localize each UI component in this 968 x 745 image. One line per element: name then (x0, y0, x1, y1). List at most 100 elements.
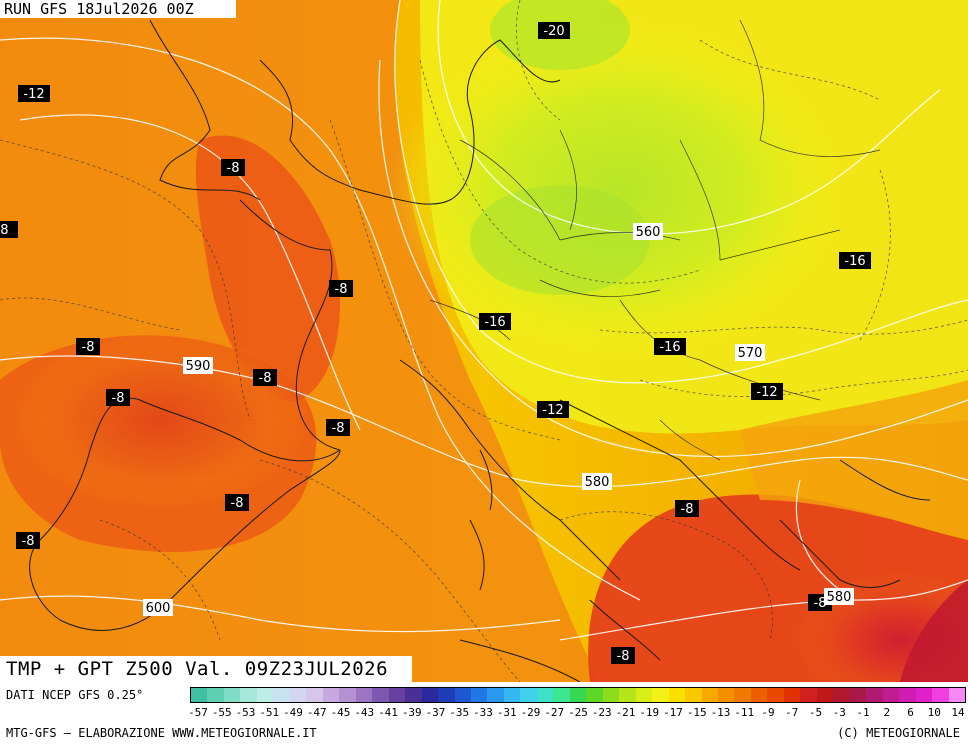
color-scale-tick: -11 (734, 706, 755, 719)
temperature-label: -8 (225, 494, 249, 511)
color-scale-swatch (882, 688, 900, 702)
temperature-label: -12 (537, 401, 569, 418)
temperature-label-box (538, 22, 570, 39)
credit-right: (C) METEOGIORNALE (837, 726, 960, 740)
color-scale-tick: -13 (710, 706, 731, 719)
geopotential-label-box (143, 599, 173, 616)
color-scale-ticks: -57 -55 -53 -51 -49 -47 -45 -43 -41 -39 -37 -35 -33-… (188, 706, 966, 720)
temperature-label-text: -12 (23, 87, 44, 102)
color-scale-tick: -55 (211, 706, 232, 719)
color-scale-swatch (470, 688, 488, 702)
color-scale-swatch (586, 688, 603, 702)
temperature-label: -20 (538, 22, 570, 39)
color-scale-swatch (256, 688, 274, 702)
geopotential-label-text: 560 (636, 225, 661, 240)
temperature-label-text: -12 (756, 385, 777, 400)
temperature-label: -8 (106, 389, 130, 406)
field-cold-core (390, 20, 850, 360)
temperature-label-text: -12 (542, 403, 563, 418)
temperature-label: -8 (16, 532, 40, 549)
color-scale-swatch (454, 688, 471, 702)
temperature-labels: -20-12-8-2-8-8-8-8-8-8-8-8-16-16-16-12-1… (0, 22, 871, 664)
temperature-label-box (537, 401, 569, 418)
color-scale-tick: -49 (283, 706, 303, 719)
color-scale-swatch (289, 688, 307, 702)
color-scale-tick: -39 (401, 706, 422, 719)
geopotential-label-box (633, 223, 663, 240)
color-scale-swatch (701, 688, 718, 702)
color-scale-swatch (421, 688, 439, 702)
temperature-label: -8 (221, 159, 245, 176)
color-scale-tick: 10 (927, 706, 941, 719)
color-scale-tick: -5 (808, 706, 823, 719)
color-scale-swatch (191, 688, 208, 702)
color-scale-swatch (899, 688, 916, 702)
weather-map: -20-12-8-2-8-8-8-8-8-8-8-8-16-16-16-12-1… (0, 0, 968, 682)
geopotential-label: 560 (633, 223, 663, 240)
temperature-label-text: -8 (112, 391, 125, 406)
geopotential-labels: 560 570 590 580 600 580 (143, 223, 854, 616)
color-scale-tick: -7 (785, 706, 799, 719)
temperature-label-text: -8 (227, 161, 240, 176)
color-scale-swatch (932, 688, 949, 702)
color-scale-tick: -21 (615, 706, 636, 719)
geopotential-label: 580 (582, 473, 612, 490)
temperature-label-text: -20 (543, 24, 564, 39)
geopotential-label-text: 580 (827, 590, 852, 605)
color-scale-swatch (520, 688, 537, 702)
color-scale-swatch (734, 688, 751, 702)
temperature-label-box (611, 647, 635, 664)
geopotential-label-box (824, 588, 854, 605)
temperature-label-text: -16 (484, 315, 505, 330)
temperature-label-box (253, 369, 277, 386)
geopotential-label-text: 590 (186, 359, 211, 374)
geopotential-label-text: 570 (738, 346, 763, 361)
color-scale-swatch (405, 688, 422, 702)
color-scale-tick: -47 (306, 706, 327, 719)
color-scale-swatch (767, 688, 784, 702)
color-scale-tick: -51 (259, 706, 280, 719)
field-west-hot-core (10, 330, 310, 510)
temperature-label: -8 (611, 647, 635, 664)
temperature-label: -16 (839, 252, 871, 269)
color-scale-swatch (388, 688, 406, 702)
color-scale-swatch (438, 688, 455, 702)
color-scale-swatch (718, 688, 735, 702)
temperature-label: -8 (326, 419, 350, 436)
temperature-isolines (0, 0, 968, 682)
color-scale-tick: -45 (330, 706, 351, 719)
temperature-label: -8 (675, 500, 699, 517)
temperature-label-text: -8 (0, 223, 8, 238)
geopotential-label: 600 (143, 599, 173, 616)
color-scale-tick: -43 (354, 706, 375, 719)
color-scale-tick: -33 (473, 706, 493, 719)
color-scale-swatch (240, 688, 257, 702)
temperature-label: -8 (329, 280, 353, 297)
color-scale-tick: -3 (832, 706, 846, 719)
color-scale-tick: -17 (663, 706, 683, 719)
color-scale-swatch (668, 688, 686, 702)
geopotential-label-text: 580 (585, 475, 610, 490)
temperature-label: -8 (76, 338, 100, 355)
color-scale-swatch (553, 688, 570, 702)
temperature-label-box (675, 500, 699, 517)
temperature-label-text: -16 (844, 254, 865, 269)
color-scale-bar (190, 687, 966, 703)
color-scale-swatch (635, 688, 653, 702)
color-scale-swatch (685, 688, 702, 702)
color-scale-swatch (783, 688, 801, 702)
field-southeast-extreme (900, 580, 968, 682)
color-scale-tick: -35 (449, 706, 470, 719)
geopotential-label: 580 (824, 588, 854, 605)
temperature-label: -8 (253, 369, 277, 386)
temperature-label-box (0, 221, 14, 238)
temperature-label-text: -8 (259, 371, 272, 386)
temperature-label-box (18, 85, 50, 102)
temperature-label-box (839, 252, 871, 269)
product-title: TMP + GPT Z500 Val. 09Z23JUL2026 (0, 656, 412, 682)
temperature-label: -12 (751, 383, 783, 400)
data-source: DATI NCEP GFS 0.25° (6, 688, 144, 702)
color-scale-swatch (207, 688, 224, 702)
color-scale-tick: 14 (951, 706, 965, 719)
temperature-label-box (751, 383, 783, 400)
